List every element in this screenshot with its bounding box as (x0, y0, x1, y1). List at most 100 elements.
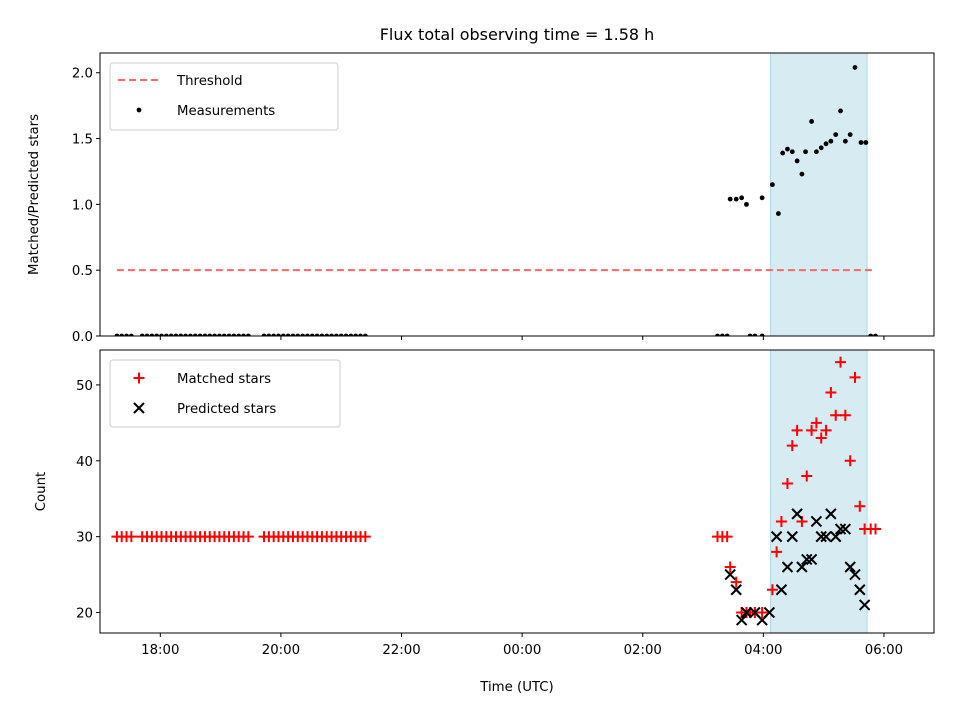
ratio-legend-box (109, 62, 339, 131)
measurement-point (333, 333, 339, 336)
matched-stars-point (849, 371, 861, 383)
matched-stars-point (835, 356, 847, 368)
measurement-point (183, 333, 189, 336)
matched-stars-point (730, 576, 742, 588)
measurement-point (285, 333, 291, 336)
x-tick-label: 06:00 (865, 643, 903, 658)
matched-stars-point (830, 409, 842, 421)
matched-legend-label: Matched stars (177, 372, 271, 387)
measurement-point (809, 119, 814, 124)
measurement-point (128, 333, 134, 336)
x-tick-label: 18:00 (141, 643, 179, 658)
x-axis-label: Time (UTC) (479, 680, 554, 695)
measurement-point (173, 333, 179, 336)
measurement-point (858, 140, 864, 145)
measurement-point (338, 333, 344, 336)
predicted-stars-point (724, 568, 736, 581)
measurement-point (139, 333, 145, 336)
matched-stars-point (870, 523, 882, 535)
measurement-point (245, 333, 251, 336)
matched-stars-point (786, 440, 798, 452)
measurement-point (124, 333, 129, 336)
matched-stars-point (801, 470, 813, 482)
measurement-point (803, 149, 808, 155)
measurement-point (305, 333, 310, 336)
count-y-tick-label: 40 (76, 455, 93, 470)
measurement-point (188, 333, 193, 336)
count-y-tick-label: 30 (76, 531, 93, 546)
ratio-axes-frame (99, 52, 935, 337)
measurement-point (799, 171, 805, 177)
predicted-stars-point (730, 584, 742, 596)
measurement-point (202, 333, 208, 336)
measurement-point (724, 333, 730, 336)
ratio-y-tick-label: 1.0 (72, 198, 93, 213)
count-y-axis-label: Count (34, 472, 49, 512)
measurement-point (149, 333, 155, 336)
measurement-point (362, 333, 368, 336)
count-legend: Matched stars Predicted stars (109, 359, 341, 428)
measurement-point (818, 145, 824, 151)
predicted-stars-point (786, 530, 798, 543)
measurement-point (154, 333, 160, 336)
count-y-tick-label: 20 (76, 607, 93, 622)
measurement-point (319, 333, 325, 336)
predicted-stars-point (825, 508, 837, 520)
matched-stars-point (820, 424, 832, 436)
predicted-stars-point (844, 561, 856, 573)
ratio-panel: 0.00.51.01.52.0 Matched/Predicted stars … (27, 52, 935, 345)
count-axes-frame (99, 349, 935, 634)
ratio-x-ticks (159, 336, 885, 340)
measurement-point (207, 333, 213, 336)
measurement-point (828, 138, 834, 144)
predicted-stars-point (805, 553, 818, 566)
measurement-point (178, 333, 184, 336)
matched-stars-point (825, 386, 837, 398)
measurement-point (343, 333, 349, 336)
measurement-point (868, 333, 874, 336)
measurement-point (863, 140, 869, 145)
measurement-point (823, 141, 829, 147)
measurement-point (236, 333, 242, 336)
predicted-stars-point (839, 523, 852, 535)
measurement-point (276, 333, 281, 336)
ratio-y-tick-label: 2.0 (72, 67, 93, 82)
count-panel: 20 30 40 50 18:00 20:00 22:00 00:00 02:00 04:00 0… (34, 349, 935, 695)
measurement-point (759, 333, 765, 336)
matched-stars-point (242, 531, 254, 543)
measurement-point (789, 149, 795, 155)
predicted-stars-point (791, 508, 803, 520)
measurement-point (814, 149, 819, 155)
measurement-point (873, 333, 878, 336)
measurement-point (715, 333, 720, 336)
measurement-point (744, 201, 749, 207)
matched-stars-point (724, 561, 736, 573)
count-x-ticks: 18:00 20:00 22:00 00:00 02:00 04:00 06:00 (141, 633, 903, 658)
measurement-point (212, 333, 217, 336)
predicted-stars-point (796, 561, 808, 573)
measurement-point (217, 333, 222, 336)
observing-window-shade (770, 349, 868, 634)
ratio-y-ticks: 0.0 0.5 1.0 1.5 2.0 (72, 67, 100, 345)
measurement-point (780, 150, 786, 156)
measurement-point (280, 333, 286, 336)
predicted-stars-point (775, 584, 788, 596)
measurement-point (759, 195, 765, 201)
predicted-stars-point (858, 599, 871, 611)
x-tick-label: 00:00 (503, 643, 541, 658)
measurement-point (221, 333, 227, 336)
measurement-point (847, 132, 853, 138)
matched-stars-point (815, 432, 827, 444)
x-tick-label: 22:00 (382, 643, 420, 658)
matched-stars-point (854, 500, 866, 512)
predicted-stars-point (834, 523, 847, 535)
ratio-legend: Threshold Measurements (109, 62, 339, 131)
measurement-point (329, 333, 334, 336)
predicted-stars-point (829, 530, 842, 543)
measurement-point (197, 333, 203, 336)
measurement-point (163, 333, 169, 336)
threshold-legend-label: Threshold (176, 74, 243, 89)
measurement-point (314, 333, 320, 336)
predicted-legend-label: Predicted stars (177, 402, 276, 417)
